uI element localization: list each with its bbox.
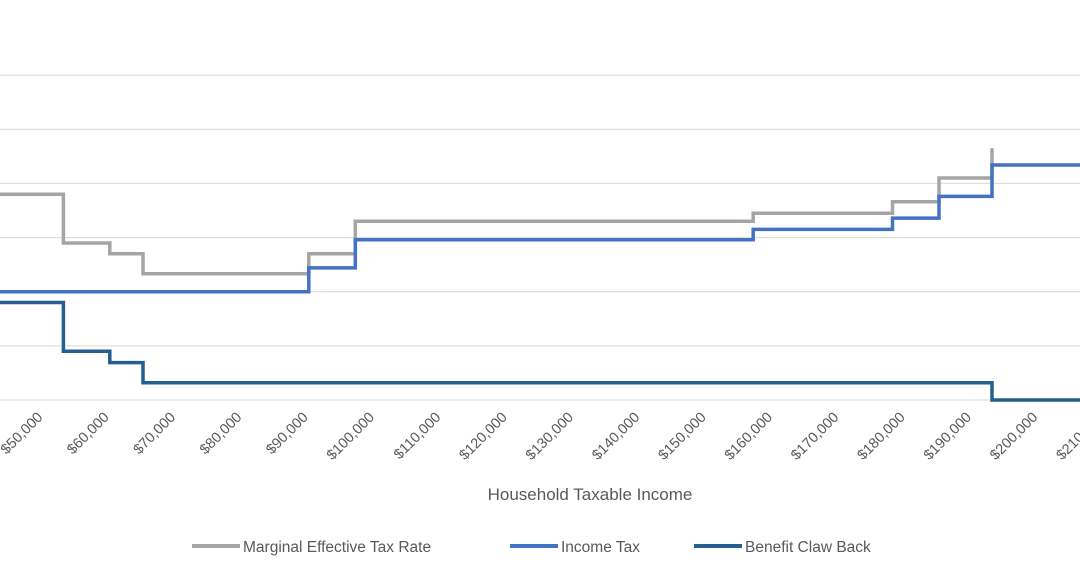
- legend-label: Marginal Effective Tax Rate: [243, 539, 431, 556]
- legend: Marginal Effective Tax Rate Income Tax Ben…: [192, 539, 871, 556]
- series-line-income-tax: [0, 163, 1080, 294]
- legend-label: Income Tax: [561, 539, 640, 556]
- legend-label: Benefit Claw Back: [745, 539, 871, 556]
- series-line-benefit-claw-back: [0, 300, 1080, 402]
- series-layer: [0, 148, 1080, 402]
- x-axis-title: Household Taxable Income: [488, 485, 693, 504]
